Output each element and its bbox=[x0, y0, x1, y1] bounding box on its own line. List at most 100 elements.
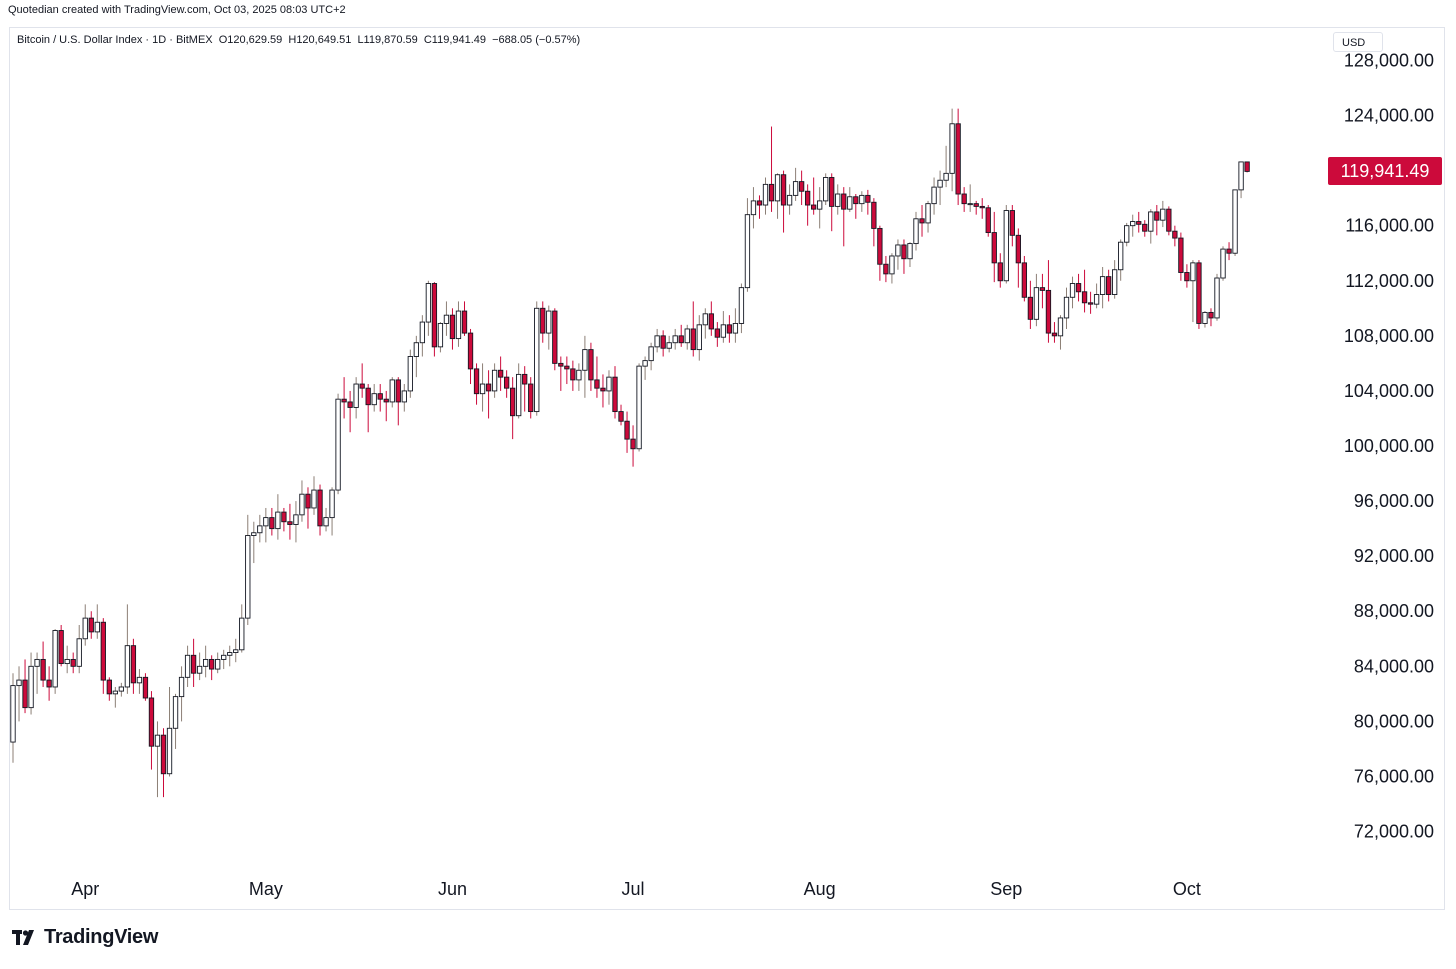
candle bbox=[16, 666, 22, 722]
candle bbox=[654, 328, 660, 353]
candle bbox=[94, 604, 100, 639]
candle bbox=[774, 173, 781, 219]
candle-body bbox=[762, 183, 769, 206]
candle bbox=[311, 476, 317, 515]
candle bbox=[967, 184, 973, 212]
candle-body bbox=[546, 310, 552, 334]
candle-body bbox=[708, 313, 714, 330]
candle bbox=[985, 205, 991, 237]
chart-frame[interactable] bbox=[9, 27, 1445, 910]
candle bbox=[1093, 283, 1100, 309]
candle bbox=[961, 187, 967, 212]
candle bbox=[510, 377, 516, 440]
candle bbox=[112, 686, 118, 708]
candle-body bbox=[142, 676, 149, 699]
candle-body bbox=[955, 123, 961, 195]
candle bbox=[233, 638, 239, 663]
tradingview-logo-icon bbox=[12, 929, 34, 945]
candle-body bbox=[311, 489, 317, 509]
currency-selector[interactable]: USD bbox=[1333, 32, 1383, 52]
candle bbox=[1081, 269, 1088, 313]
candle-body bbox=[606, 376, 612, 392]
candle-body bbox=[28, 665, 34, 709]
candle bbox=[943, 145, 949, 188]
candle-body bbox=[648, 346, 654, 362]
candle-body bbox=[1142, 223, 1148, 232]
candle-body bbox=[798, 181, 805, 192]
candle-body bbox=[1105, 276, 1112, 295]
candle bbox=[257, 514, 263, 543]
candle-body bbox=[690, 328, 696, 351]
candle bbox=[642, 356, 648, 380]
candle bbox=[1009, 205, 1015, 247]
candle-body bbox=[835, 193, 841, 207]
candle bbox=[955, 108, 961, 206]
candle-body bbox=[925, 203, 931, 224]
candle bbox=[883, 255, 889, 283]
candle bbox=[594, 356, 600, 398]
candle-body bbox=[215, 658, 221, 670]
candle-body bbox=[130, 645, 137, 684]
candle-body bbox=[154, 734, 161, 747]
candle bbox=[1039, 273, 1046, 309]
candle bbox=[473, 363, 480, 405]
candle bbox=[221, 649, 227, 670]
candle bbox=[1057, 315, 1064, 350]
candle-body bbox=[419, 321, 426, 344]
candle-body bbox=[16, 679, 22, 687]
candle bbox=[666, 335, 672, 353]
candle bbox=[58, 625, 64, 667]
candle bbox=[479, 363, 486, 412]
candle-body bbox=[1069, 283, 1076, 298]
candle-body bbox=[124, 645, 131, 688]
candle bbox=[528, 377, 534, 419]
candle bbox=[317, 484, 323, 536]
candle-body bbox=[817, 200, 823, 210]
candle bbox=[389, 377, 395, 408]
candle-body bbox=[570, 368, 576, 381]
candle-body bbox=[600, 387, 606, 392]
candle-body bbox=[1202, 311, 1208, 324]
candle-body bbox=[46, 679, 52, 688]
candle bbox=[624, 411, 630, 453]
candle bbox=[726, 315, 733, 343]
candle bbox=[804, 184, 811, 226]
candle bbox=[1063, 287, 1070, 329]
candle bbox=[263, 507, 269, 543]
candle-body bbox=[726, 324, 733, 334]
candle-body bbox=[473, 368, 480, 395]
candle-body bbox=[329, 489, 335, 519]
candle bbox=[636, 363, 642, 452]
candle-body bbox=[64, 658, 70, 665]
candle bbox=[540, 301, 546, 343]
candle bbox=[913, 211, 919, 251]
candle-body bbox=[666, 342, 672, 349]
candle-body bbox=[479, 383, 486, 395]
candle bbox=[503, 370, 510, 398]
tradingview-brand[interactable]: TradingView bbox=[12, 926, 158, 949]
candle bbox=[215, 652, 221, 674]
candle bbox=[10, 673, 16, 763]
candle-body bbox=[582, 349, 588, 371]
candle-body bbox=[859, 194, 865, 205]
candle bbox=[287, 503, 293, 540]
candle-body bbox=[1124, 225, 1130, 243]
candle-body bbox=[221, 654, 227, 660]
candle bbox=[919, 205, 925, 237]
candle bbox=[383, 390, 389, 422]
candle bbox=[154, 721, 161, 798]
candle bbox=[1033, 273, 1040, 327]
candle bbox=[1208, 308, 1214, 327]
candle-body bbox=[299, 493, 305, 516]
candle bbox=[672, 328, 678, 350]
candle-body bbox=[588, 349, 594, 381]
candle bbox=[1118, 239, 1124, 281]
x-tick-label: Oct bbox=[1173, 879, 1201, 899]
candle-body bbox=[1118, 241, 1124, 271]
candle-body bbox=[323, 517, 329, 527]
candle-body bbox=[901, 244, 907, 260]
candle-body bbox=[1003, 210, 1009, 282]
candle-body bbox=[967, 203, 973, 206]
candle-body bbox=[209, 658, 215, 670]
